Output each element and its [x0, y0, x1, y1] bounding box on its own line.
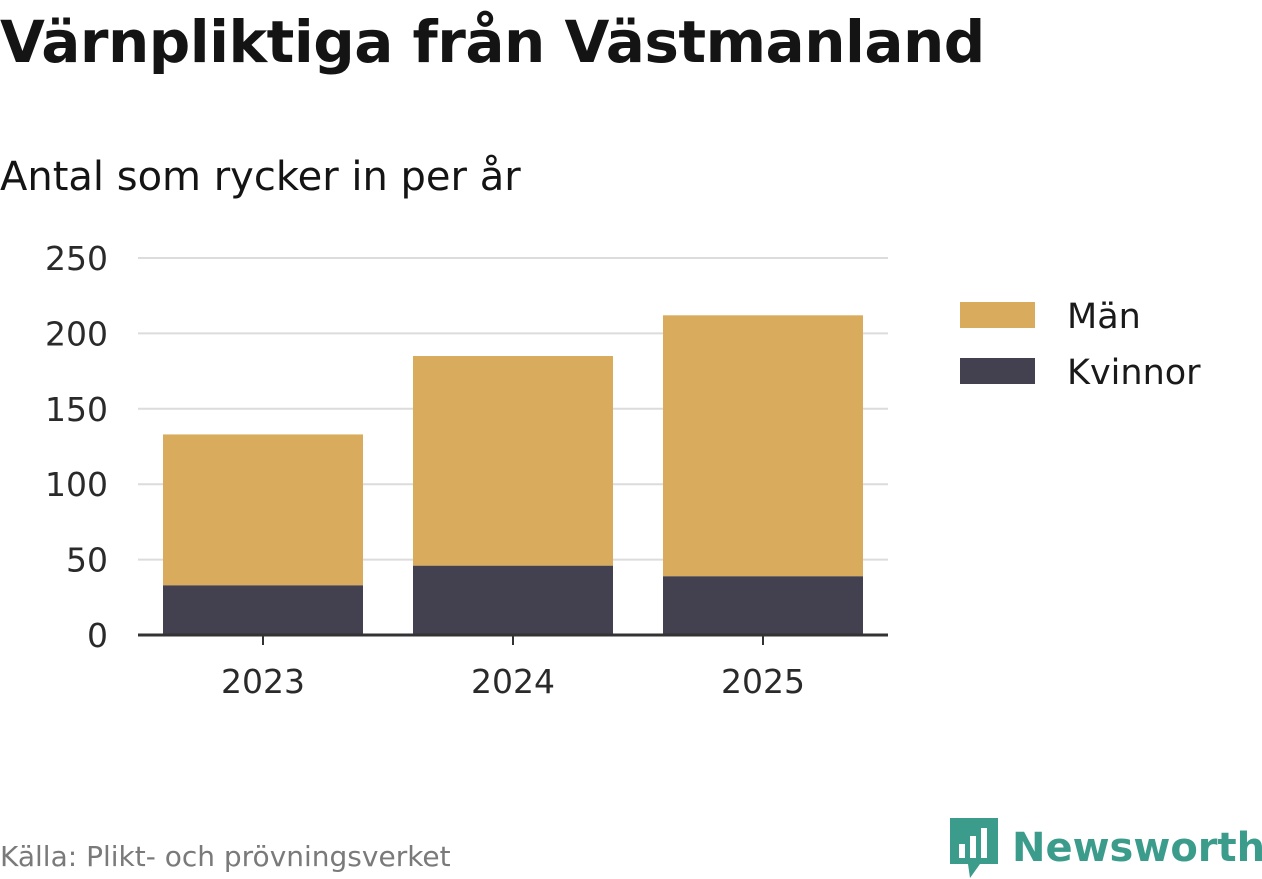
- source-note: Källa: Plikt- och prövningsverket: [0, 840, 451, 873]
- brand-logo: Newsworthy: [950, 818, 1262, 878]
- y-tick-label: 250: [45, 239, 108, 278]
- bar-män-2023: [163, 434, 363, 586]
- chart-title: Värnpliktiga från Västmanland: [0, 8, 985, 76]
- x-tick-label: 2025: [721, 662, 805, 701]
- y-tick-label: 50: [66, 541, 108, 580]
- brand-name: Newsworthy: [1012, 825, 1262, 871]
- legend-swatch-kvinnor: [960, 358, 1035, 384]
- y-tick-label: 100: [45, 465, 108, 504]
- chart-subtitle: Antal som rycker in per år: [0, 154, 521, 200]
- legend-label-kvinnor: Kvinnor: [1067, 353, 1201, 393]
- y-tick-label: 150: [45, 390, 108, 429]
- legend-swatch-män: [960, 302, 1035, 328]
- bar-män-2024: [413, 356, 613, 566]
- bar-chart-speech-bubble-icon: [950, 818, 998, 878]
- stacked-bar-chart: 0 50 100 150 200 250 2023 2024 2025 Män Kvinnor: [45, 239, 1201, 701]
- bar-kvinnor-2023: [163, 585, 363, 635]
- x-tick-label: 2023: [221, 662, 305, 701]
- bar-kvinnor-2025: [663, 576, 863, 635]
- bar-män-2025: [663, 315, 863, 577]
- y-tick-label: 200: [45, 314, 108, 353]
- y-tick-label: 0: [87, 616, 108, 655]
- legend-label-män: Män: [1067, 297, 1141, 337]
- bar-kvinnor-2024: [413, 565, 613, 635]
- x-tick-label: 2024: [471, 662, 555, 701]
